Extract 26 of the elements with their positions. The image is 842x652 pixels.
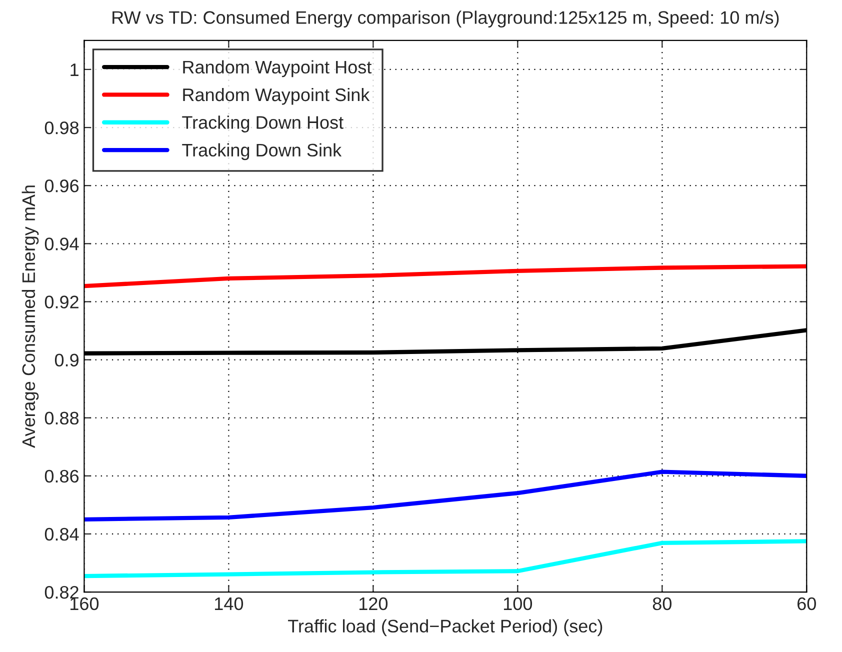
y-tick-label: 0.96 [44, 180, 79, 192]
x-tick-label: 80 [652, 597, 672, 610]
y-tick-label: 1 [70, 64, 78, 76]
y-tick-label: 0.92 [44, 296, 78, 308]
x-tick-label: 160 [70, 597, 99, 610]
x-axis-title: Traffic load (Send−Packet Period) (sec) [288, 619, 602, 636]
legend-label: Random Waypoint Host [183, 60, 372, 78]
line-series [84, 264, 807, 288]
x-tick-label: 120 [359, 597, 388, 610]
x-tick-label: 140 [215, 597, 244, 610]
legend-label: Random Waypoint Sink [183, 88, 370, 105]
line-series [84, 470, 807, 522]
line-series [84, 539, 807, 578]
x-tick-label: 100 [504, 597, 532, 610]
y-tick-label: 0.94 [44, 238, 79, 250]
y-tick-label: 0.88 [44, 412, 79, 425]
y-tick-label: 0.98 [44, 121, 79, 134]
y-axis-title: Average Consumed Energy mAh [22, 186, 39, 448]
y-tick-label: 0.9 [54, 354, 78, 366]
x-tick-label: 60 [798, 597, 816, 610]
chart-title: RW vs TD: Consumed Energy comparison (Playground:125x125 m, Speed: 10 m/s) [112, 10, 779, 28]
y-tick-label: 0.82 [44, 586, 78, 599]
legend-label: Tracking Down Host [182, 116, 344, 132]
legend-label: Tracking Down Sink [182, 143, 342, 160]
y-tick-label: 0.84 [44, 528, 79, 541]
y-tick-label: 0.86 [44, 470, 79, 483]
